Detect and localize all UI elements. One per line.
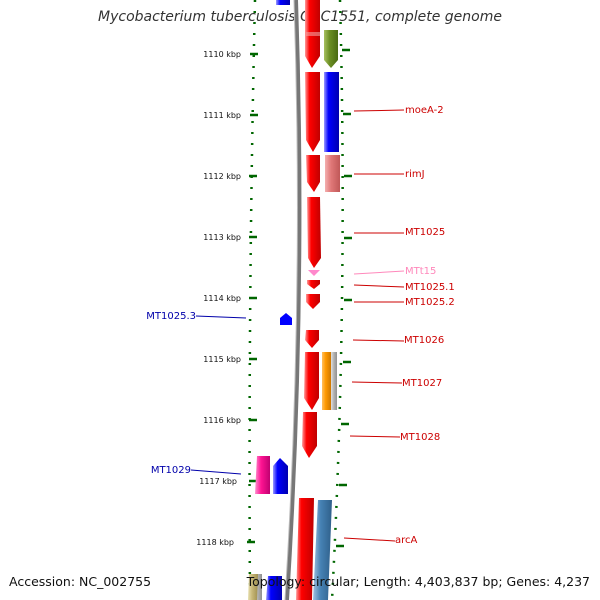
- gene-block-magenta[interactable]: [255, 456, 270, 494]
- gene-label[interactable]: MT1026: [404, 335, 444, 346]
- gene-label[interactable]: rimJ: [405, 169, 425, 180]
- gene-arrow-arca[interactable]: [296, 498, 314, 600]
- reverse-strand-genes: [255, 313, 292, 494]
- gene-block-bottom-blue[interactable]: [266, 576, 282, 600]
- gene-label[interactable]: MT1029: [151, 465, 191, 476]
- gene-label[interactable]: MT1027: [402, 378, 442, 389]
- tick-1116: 1116 kbp: [203, 416, 349, 426]
- gene-arrow-rimj[interactable]: [306, 155, 320, 192]
- trna-mtt15[interactable]: [308, 270, 320, 276]
- accession-text: Accession: NC_002755: [9, 574, 152, 589]
- forward-strand-genes: [296, 0, 321, 600]
- tick-1114: 1114 kbp: [203, 294, 352, 303]
- gene-arrow-mt1028[interactable]: [302, 412, 317, 458]
- gene-arrow-mt1025-1[interactable]: [307, 280, 320, 289]
- tick-1115: 1115 kbp: [203, 355, 351, 364]
- gene-block-top-salmon[interactable]: [306, 32, 320, 36]
- label-leader-lines: [190, 109, 405, 542]
- gene-label[interactable]: MTt15: [405, 266, 436, 277]
- tick-1111: 1111 kbp: [203, 111, 351, 120]
- gene-label[interactable]: MT1028: [400, 432, 440, 443]
- tick-label: 1112 kbp: [203, 172, 241, 181]
- tick-label: 1115 kbp: [203, 355, 241, 364]
- gene-block-steel[interactable]: [313, 500, 332, 600]
- gene-arrow-mt1025-2[interactable]: [306, 294, 320, 309]
- gene-label[interactable]: arcA: [395, 535, 418, 546]
- tick-1118: 1118 kbp: [196, 538, 344, 548]
- gene-label[interactable]: MT1025: [405, 227, 445, 238]
- tick-label: 1114 kbp: [203, 294, 241, 303]
- gene-arrow-moea2[interactable]: [305, 72, 320, 152]
- tick-1110: 1110 kbp: [203, 48, 350, 59]
- gene-block-grey[interactable]: [331, 352, 337, 410]
- tick-1112: 1112 kbp: [203, 172, 352, 181]
- tick-marks: 1110 kbp 1111 kbp 1112 kbp 1113 kbp 1114…: [196, 48, 352, 548]
- tick-label: 1117 kbp: [199, 477, 237, 486]
- gene-labels: moeA-2 rimJ MT1025 MTt15 MT1025.1 MT1025…: [146, 105, 454, 546]
- outer-dotted-ruler: [248, 0, 257, 600]
- gene-block-top-olive[interactable]: [324, 30, 338, 68]
- tick-1117: 1117 kbp: [199, 477, 347, 487]
- gene-label[interactable]: MT1025.2: [405, 297, 455, 308]
- gene-arrow-mt1025[interactable]: [307, 197, 321, 268]
- gene-block-top-blue[interactable]: [276, 0, 290, 5]
- gene-label[interactable]: moeA-2: [405, 105, 444, 116]
- tick-label: 1110 kbp: [203, 50, 241, 59]
- gene-block-blue[interactable]: [324, 72, 339, 152]
- map-title: Mycobacterium tuberculosis CDC1551, comp…: [98, 9, 502, 25]
- gene-block-salmon[interactable]: [325, 155, 340, 192]
- gene-arrow-mt1029[interactable]: [273, 458, 288, 494]
- tick-label: 1118 kbp: [196, 538, 234, 547]
- tick-label: 1113 kbp: [203, 233, 241, 242]
- gene-arrow-mt1027[interactable]: [304, 352, 319, 410]
- gene-arrow-mt1026[interactable]: [305, 330, 319, 348]
- genome-backbone: [285, 0, 302, 600]
- gene-arrow-mt1025-3[interactable]: [280, 313, 292, 325]
- topology-text: Topology: circular; Length: 4,403,837 bp…: [246, 574, 590, 589]
- gene-label[interactable]: MT1025.3: [146, 311, 196, 322]
- genome-backbone-highlight: [284, 0, 298, 600]
- gene-label[interactable]: MT1025.1: [405, 282, 455, 293]
- tick-label: 1111 kbp: [203, 111, 241, 120]
- gene-block-bottom-tan[interactable]: [248, 574, 258, 600]
- tick-1113: 1113 kbp: [203, 233, 352, 242]
- gene-tracks: [248, 0, 340, 600]
- gene-block-orange[interactable]: [322, 352, 331, 410]
- tick-label: 1116 kbp: [203, 416, 241, 425]
